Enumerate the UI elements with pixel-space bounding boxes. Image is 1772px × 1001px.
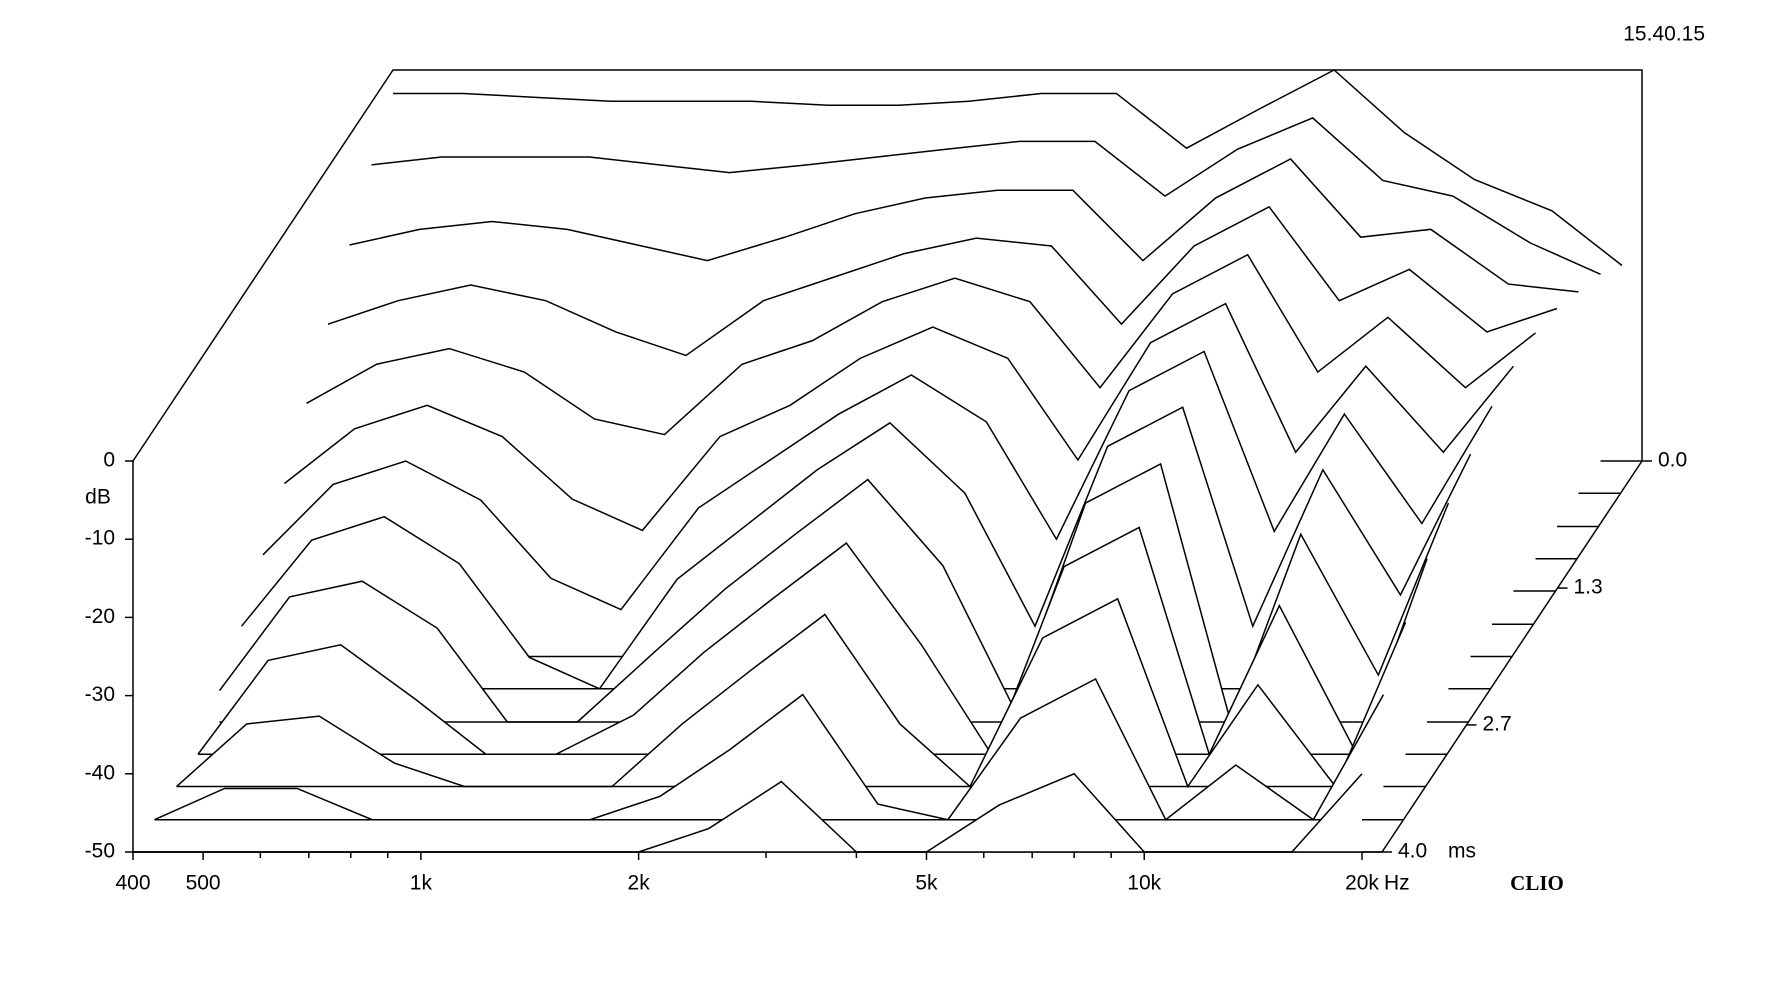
slice-curve [133, 772, 1363, 853]
y-tick-label: 0 [103, 449, 115, 472]
z-unit: ms [1448, 840, 1476, 863]
y-tick-label: -30 [85, 683, 115, 706]
y-tick-label: -20 [85, 605, 115, 628]
y-tick-label: -10 [85, 527, 115, 550]
slice-curve [197, 526, 1428, 757]
slice-curve [154, 677, 1385, 821]
slice-mask [133, 773, 1362, 852]
slice-curve [393, 69, 1623, 267]
slice-curve [240, 406, 1472, 690]
frame [132, 69, 1643, 462]
slice-curve [327, 205, 1558, 357]
slice-curve [283, 302, 1515, 532]
z-tick-label: 0.0 [1658, 449, 1687, 472]
x-tick-label: 1k [410, 872, 433, 895]
slice-curve [349, 158, 1579, 293]
x-tick-label: 400 [115, 872, 150, 895]
z-tick-label: 4.0 [1398, 840, 1427, 863]
slice-curve [371, 117, 1601, 275]
slice-curve [262, 350, 1493, 611]
x-tick-label: 500 [186, 872, 221, 895]
y-unit: dB [85, 486, 111, 509]
x-tick-label: 20k [1345, 872, 1379, 895]
y-tick-label: -40 [85, 761, 115, 784]
x-unit: Hz [1384, 872, 1410, 895]
slice-curve [176, 597, 1407, 789]
timestamp: 15.40.15 [1623, 23, 1705, 46]
z-tick-label: 2.7 [1483, 712, 1512, 735]
z-tick-label: 1.3 [1574, 576, 1603, 599]
x-tick-label: 10k [1127, 872, 1161, 895]
x-tick-label: 2k [628, 872, 651, 895]
x-tick-label: 5k [915, 872, 938, 895]
slice-curve [306, 253, 1537, 436]
brand: CLIO [1510, 871, 1564, 895]
y-tick-label: -50 [85, 840, 115, 863]
